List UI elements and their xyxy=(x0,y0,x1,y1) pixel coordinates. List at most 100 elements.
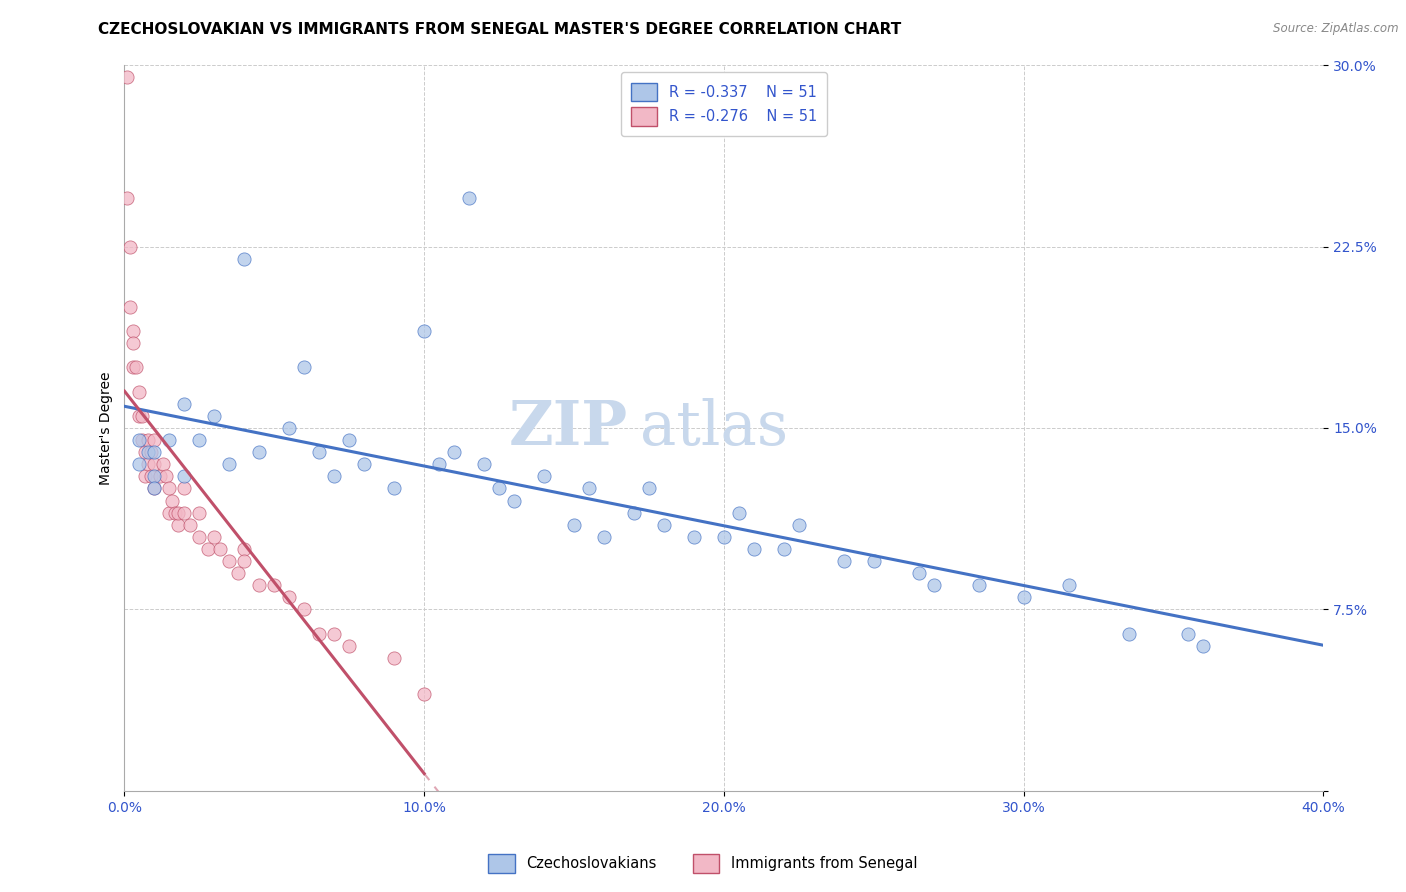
Point xyxy=(278,421,301,435)
Point xyxy=(458,191,481,205)
Point xyxy=(562,517,585,532)
Point xyxy=(233,554,256,568)
Point xyxy=(131,433,153,447)
Point xyxy=(578,482,600,496)
Point xyxy=(382,650,405,665)
Point xyxy=(488,482,510,496)
Point xyxy=(862,554,884,568)
Point xyxy=(162,493,184,508)
Point xyxy=(1012,591,1035,605)
Point xyxy=(197,541,219,556)
Point xyxy=(337,639,360,653)
Point xyxy=(832,554,855,568)
Point xyxy=(152,457,174,471)
Legend: Czechoslovakians, Immigrants from Senegal: Czechoslovakians, Immigrants from Senega… xyxy=(481,847,925,880)
Point xyxy=(128,457,150,471)
Point xyxy=(120,239,142,253)
Text: atlas: atlas xyxy=(640,398,789,458)
Point xyxy=(122,324,145,338)
Point xyxy=(263,578,285,592)
Point xyxy=(138,433,160,447)
Point xyxy=(138,457,160,471)
Point xyxy=(323,626,346,640)
Point xyxy=(922,578,945,592)
Point xyxy=(141,445,163,459)
Point xyxy=(623,506,645,520)
Point xyxy=(247,578,270,592)
Point xyxy=(173,469,195,483)
Point xyxy=(652,517,675,532)
Point xyxy=(138,445,160,459)
Point xyxy=(165,506,187,520)
Point xyxy=(209,541,232,556)
Point xyxy=(143,445,166,459)
Point xyxy=(278,591,301,605)
Point xyxy=(1118,626,1140,640)
Point xyxy=(247,445,270,459)
Point xyxy=(202,409,225,423)
Point xyxy=(323,469,346,483)
Legend: R = -0.337    N = 51, R = -0.276    N = 51: R = -0.337 N = 51, R = -0.276 N = 51 xyxy=(620,72,827,136)
Point xyxy=(787,517,810,532)
Point xyxy=(125,360,148,375)
Point xyxy=(122,336,145,351)
Text: Source: ZipAtlas.com: Source: ZipAtlas.com xyxy=(1274,22,1399,36)
Point xyxy=(1057,578,1080,592)
Point xyxy=(155,469,177,483)
Point xyxy=(128,384,150,399)
Point xyxy=(593,530,616,544)
Point xyxy=(131,409,153,423)
Point xyxy=(683,530,706,544)
Y-axis label: Master's Degree: Master's Degree xyxy=(100,371,114,484)
Point xyxy=(173,482,195,496)
Point xyxy=(179,517,201,532)
Point xyxy=(308,445,330,459)
Point xyxy=(218,554,240,568)
Point xyxy=(233,541,256,556)
Point xyxy=(292,602,315,616)
Point xyxy=(159,506,181,520)
Text: ZIP: ZIP xyxy=(509,398,628,458)
Point xyxy=(128,409,150,423)
Point xyxy=(742,541,765,556)
Point xyxy=(120,300,142,314)
Point xyxy=(907,566,929,581)
Point xyxy=(1177,626,1199,640)
Point xyxy=(472,457,495,471)
Point xyxy=(141,469,163,483)
Point xyxy=(188,506,211,520)
Point xyxy=(117,70,139,85)
Point xyxy=(134,469,156,483)
Point xyxy=(173,506,195,520)
Point xyxy=(143,482,166,496)
Point xyxy=(292,360,315,375)
Point xyxy=(713,530,735,544)
Point xyxy=(202,530,225,544)
Point xyxy=(122,360,145,375)
Point xyxy=(427,457,450,471)
Point xyxy=(134,445,156,459)
Point xyxy=(159,433,181,447)
Point xyxy=(308,626,330,640)
Point xyxy=(337,433,360,447)
Point xyxy=(382,482,405,496)
Point xyxy=(159,482,181,496)
Point xyxy=(143,457,166,471)
Point xyxy=(117,191,139,205)
Point xyxy=(233,252,256,266)
Point xyxy=(167,517,190,532)
Point xyxy=(413,324,436,338)
Point xyxy=(638,482,661,496)
Point xyxy=(503,493,526,508)
Point xyxy=(773,541,796,556)
Point xyxy=(188,530,211,544)
Point xyxy=(353,457,375,471)
Point xyxy=(149,469,172,483)
Point xyxy=(967,578,990,592)
Point xyxy=(143,433,166,447)
Point xyxy=(143,482,166,496)
Point xyxy=(167,506,190,520)
Point xyxy=(533,469,555,483)
Point xyxy=(143,469,166,483)
Point xyxy=(228,566,250,581)
